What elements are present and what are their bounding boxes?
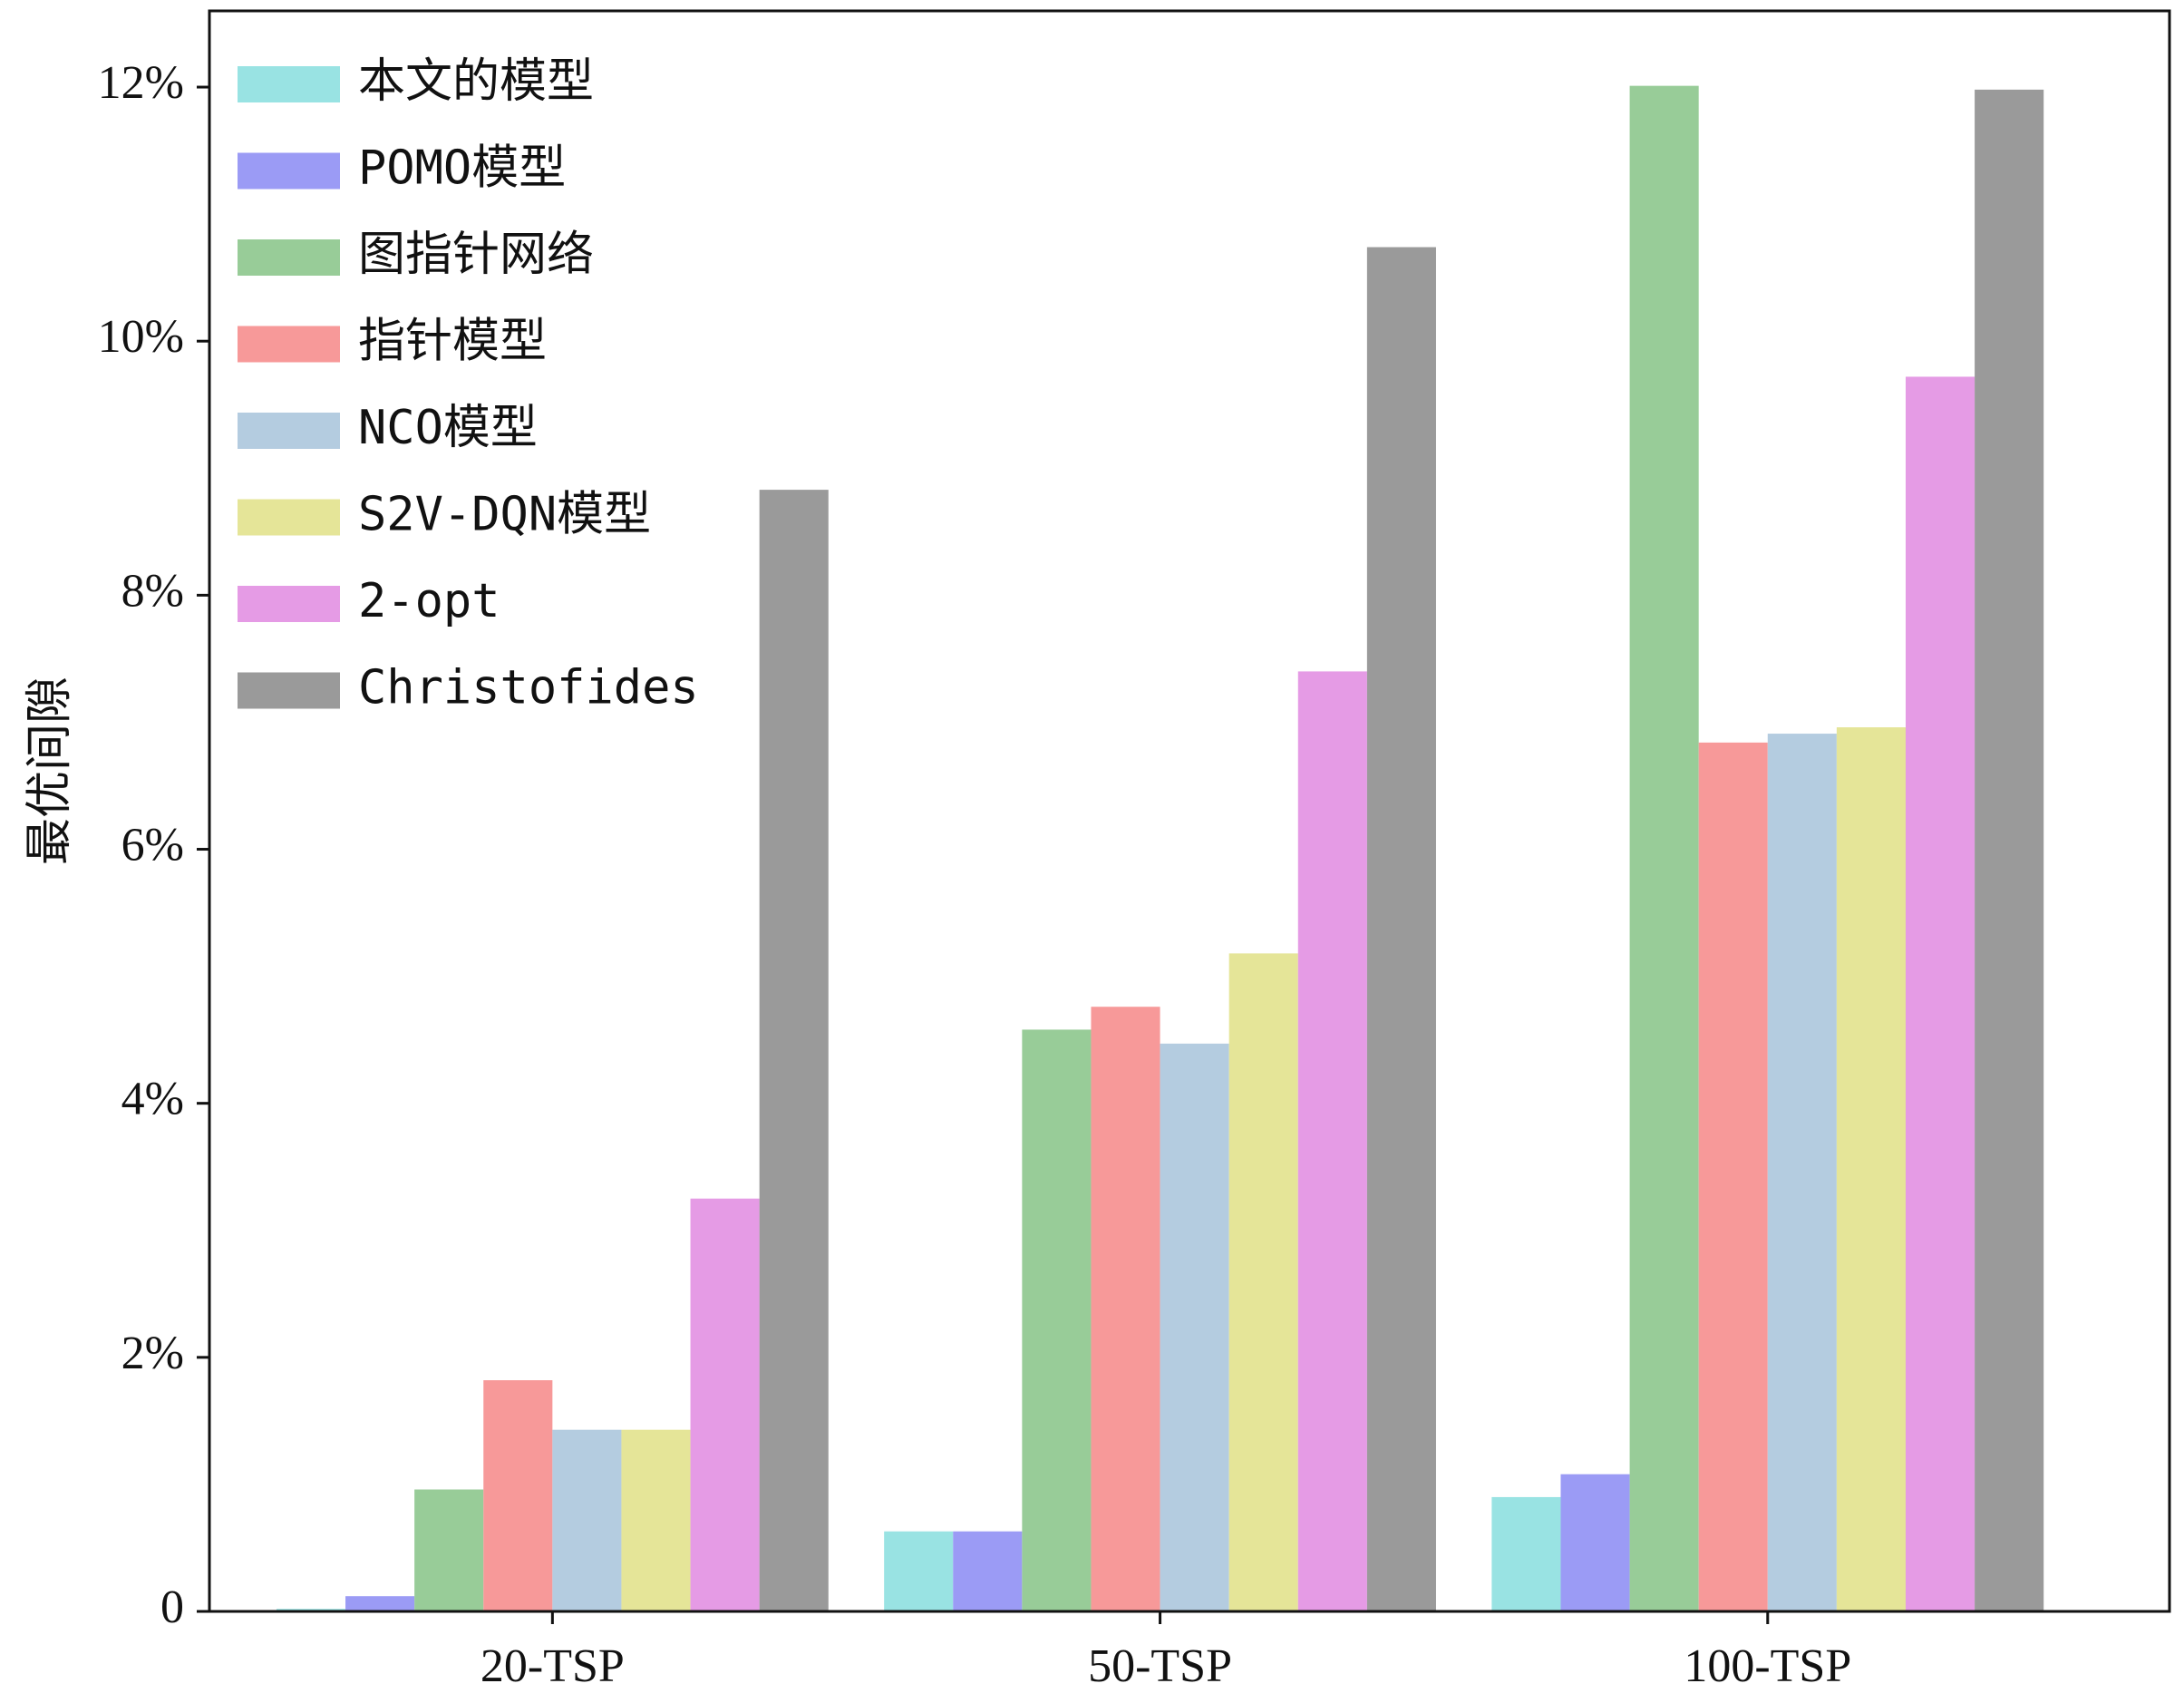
y-axis-label: 最优间隙 [24, 676, 76, 865]
y-tick-label: 6% [121, 819, 184, 871]
y-tick-label: 0 [160, 1581, 184, 1633]
legend-label: 图指针网络 [358, 228, 594, 282]
bar [1698, 742, 1768, 1611]
legend-swatch [238, 672, 340, 709]
bar [621, 1429, 691, 1611]
legend-label: S2V-DQN模型 [358, 488, 651, 542]
legend-swatch [238, 586, 340, 622]
y-tick-label: 10% [98, 311, 184, 363]
legend-label: 本文的模型 [358, 54, 594, 109]
y-tick-label: 4% [121, 1074, 184, 1125]
legend-label: POMO模型 [358, 141, 566, 196]
legend-swatch [238, 326, 340, 363]
legend-label: 2-opt [358, 574, 500, 628]
bar [1366, 247, 1436, 1611]
bar [884, 1531, 954, 1611]
bar [1022, 1029, 1092, 1611]
bar [345, 1596, 415, 1611]
bar [1228, 953, 1298, 1611]
legend-label: NCO模型 [358, 401, 538, 455]
bar [1160, 1043, 1229, 1611]
bar [1560, 1474, 1630, 1611]
bar [1975, 89, 2044, 1611]
bar [759, 490, 829, 1612]
bar [1767, 734, 1837, 1611]
legend-swatch [238, 152, 340, 190]
bar [1905, 376, 1975, 1611]
y-tick-label: 8% [121, 565, 184, 617]
y-tick-label: 2% [121, 1328, 184, 1379]
bar [552, 1429, 622, 1611]
x-tick-label: 50-TSP [1088, 1640, 1232, 1692]
legend-swatch [238, 239, 340, 276]
bar [1836, 727, 1906, 1611]
bar [1491, 1496, 1561, 1611]
x-tick-label: 100-TSP [1684, 1640, 1851, 1692]
bar [483, 1380, 553, 1611]
bar [1297, 671, 1367, 1611]
bar [690, 1198, 760, 1611]
axes-frame [208, 9, 2171, 1613]
legend-swatch [238, 499, 340, 536]
bar [1091, 1007, 1160, 1611]
x-tick-label: 20-TSP [480, 1640, 625, 1692]
legend-swatch [238, 413, 340, 449]
y-tick-label: 12% [98, 57, 184, 109]
bar [953, 1531, 1023, 1611]
legend-swatch [238, 66, 340, 102]
legend-label: Christofides [358, 661, 699, 715]
bar [414, 1489, 484, 1611]
bar [1629, 85, 1699, 1611]
legend-label: 指针模型 [358, 315, 547, 369]
